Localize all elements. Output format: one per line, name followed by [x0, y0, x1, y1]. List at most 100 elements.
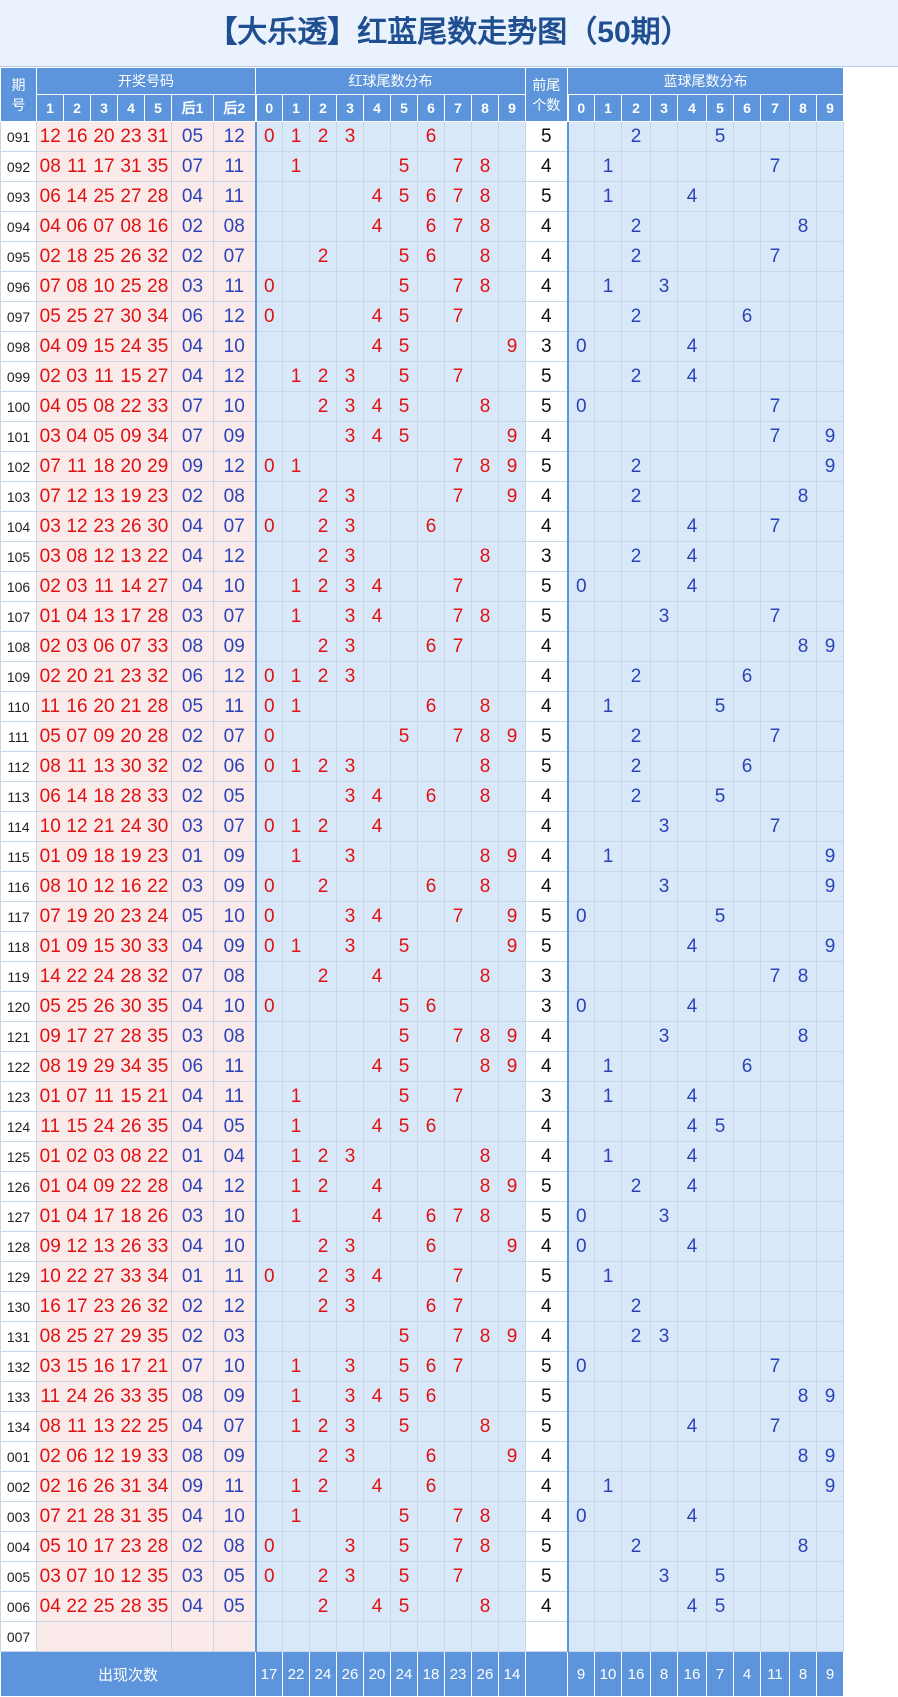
red-tail-cell: [417, 481, 445, 512]
back-number-cell: 02: [171, 781, 214, 812]
back-number-cell: 09: [213, 631, 256, 662]
red-tail-cell: 5: [390, 1381, 418, 1412]
main-number-cell: 30: [117, 931, 145, 962]
red-tail-cell: [498, 1621, 526, 1652]
blue-tail-cell: [621, 601, 651, 632]
blue-tail-cell: [816, 721, 844, 752]
main-number-cell: 11: [63, 151, 91, 182]
red-tail-cell: [417, 661, 445, 692]
blue-tail-cell: [706, 811, 734, 842]
blue-tail-cell: 7: [760, 811, 790, 842]
blue-tail-cell: 3: [650, 601, 678, 632]
red-tail-cell: [336, 241, 364, 272]
blue-tail-cell: [733, 1021, 761, 1052]
red-tail-cell: [444, 241, 472, 272]
red-tail-cell: 2: [309, 811, 337, 842]
main-number-cell: [90, 1621, 118, 1652]
blue-tail-cell: [789, 751, 817, 782]
red-tail-cell: 6: [417, 1291, 445, 1322]
blue-tail-cell: [677, 811, 707, 842]
tail-count-cell: 5: [525, 1561, 568, 1592]
red-tail-cell: [309, 601, 337, 632]
blue-tail-cell: [566, 181, 595, 212]
issue-cell: 120: [0, 991, 37, 1022]
main-number-cell: 27: [90, 301, 118, 332]
red-tail-cell: [282, 1261, 310, 1292]
count-spacer: [525, 1651, 568, 1697]
red-tail-cell: [309, 1321, 337, 1352]
blue-tail-cell: [789, 1561, 817, 1592]
blue-tail-cell: [594, 421, 622, 452]
blue-tail-cell: [760, 1081, 790, 1112]
red-tail-cell: [498, 1141, 526, 1172]
main-col-header: 4: [117, 94, 145, 122]
blue-tail-header: 蓝球尾数分布: [567, 67, 844, 95]
red-tail-cell: 7: [444, 1261, 472, 1292]
main-number-cell: [63, 1621, 91, 1652]
red-tail-cell: 6: [417, 991, 445, 1022]
main-number-cell: 19: [63, 1051, 91, 1082]
red-tail-cell: [390, 1261, 418, 1292]
blue-tail-cell: [733, 241, 761, 272]
red-tail-cell: [336, 1591, 364, 1622]
blue-tail-cell: 5: [706, 691, 734, 722]
back-number-cell: 04: [171, 361, 214, 392]
red-tail-cell: 3: [336, 391, 364, 422]
tail-count-cell: 4: [525, 631, 568, 662]
blue-tail-cell: [650, 1591, 678, 1622]
red-tail-cell: [309, 781, 337, 812]
blue-tail-cell: [733, 1411, 761, 1442]
back-number-cell: 12: [213, 541, 256, 572]
red-tail-cell: 8: [471, 391, 499, 422]
red-tail-cell: [390, 481, 418, 512]
tail-count-cell: 4: [525, 1441, 568, 1472]
red-tail-cell: 2: [309, 1411, 337, 1442]
blue-tail-cell: [566, 1081, 595, 1112]
main-number-cell: 26: [90, 1471, 118, 1502]
blue-tail-cell: 8: [789, 1021, 817, 1052]
red-tail-cell: [417, 901, 445, 932]
red-tail-cell: [498, 211, 526, 242]
red-tail-cell: [390, 1441, 418, 1472]
issue-cell: 121: [0, 1021, 37, 1052]
back-number-cell: 06: [171, 301, 214, 332]
blue-tail-cell: [677, 151, 707, 182]
issue-cell: 114: [0, 811, 37, 842]
blue-tail-cell: [706, 1411, 734, 1442]
back-number-cell: 08: [213, 961, 256, 992]
blue-tail-cell: [733, 1591, 761, 1622]
blue-tail-cell: [621, 1621, 651, 1652]
back-number-cell: 04: [171, 1411, 214, 1442]
red-tail-cell: [363, 841, 391, 872]
red-tail-cell: 7: [444, 361, 472, 392]
issue-cell: 100: [0, 391, 37, 422]
red-tail-cell: 2: [309, 1591, 337, 1622]
red-tail-cell: [417, 1141, 445, 1172]
red-tail-cell: 7: [444, 1201, 472, 1232]
red-tail-cell: [471, 931, 499, 962]
tail-count-cell: 5: [525, 571, 568, 602]
red-tail-cell: [444, 751, 472, 782]
blue-tail-cell: [650, 121, 678, 152]
blue-tail-cell: [566, 841, 595, 872]
issue-cell: 118: [0, 931, 37, 962]
blue-tail-cell: 6: [733, 1051, 761, 1082]
main-number-cell: 25: [63, 301, 91, 332]
red-tail-cell: [417, 721, 445, 752]
blue-tail-cell: [706, 1321, 734, 1352]
blue-tail-cell: [816, 1231, 844, 1262]
red-tail-cell: [390, 691, 418, 722]
blue-tail-cell: 2: [621, 451, 651, 482]
main-number-cell: 10: [90, 271, 118, 302]
red-tail-cell: 5: [390, 361, 418, 392]
blue-tail-cell: [677, 1621, 707, 1652]
red-tail-cell: 9: [498, 1021, 526, 1052]
blue-tail-cell: [566, 751, 595, 782]
blue-tail-cell: [733, 1231, 761, 1262]
blue-tail-cell: [650, 1231, 678, 1262]
blue-tail-cell: [760, 991, 790, 1022]
blue-tail-cell: [621, 1261, 651, 1292]
back-number-cell: 06: [171, 661, 214, 692]
red-tail-cell: 8: [471, 451, 499, 482]
blue-tail-cell: [789, 271, 817, 302]
